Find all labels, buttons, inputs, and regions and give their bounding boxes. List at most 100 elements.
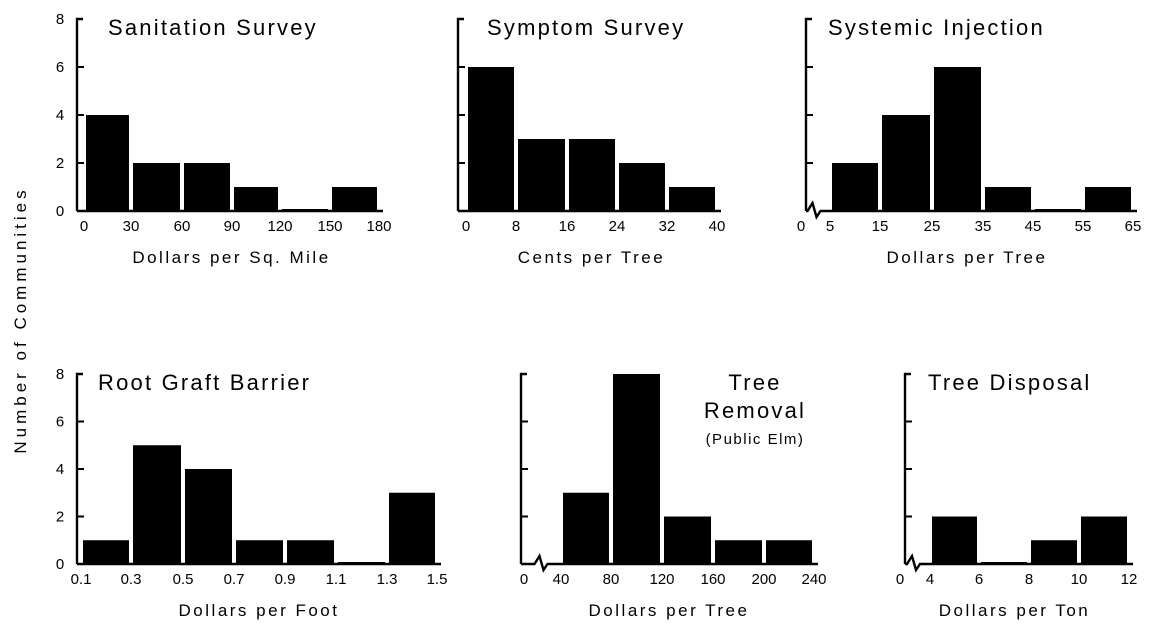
x-tick-label: 120 (649, 571, 674, 588)
x-tick-label: 35 (975, 218, 992, 235)
bar-0-30: 0-30: 4 (86, 115, 129, 211)
bar-0.3-0.5: 0.3-0.5: 5 (133, 445, 181, 564)
bar-5-15: 5-15: 2 (832, 163, 878, 211)
x-tick-label: 24 (609, 218, 626, 235)
bar-10-12: 10-12: 2 (1081, 516, 1127, 564)
chart-panel-1: 0 2 4 6 8 0 30 60 90 120 150 180 0-30: 430-60: 260-9… (56, 11, 392, 267)
chart-title: Sanitation Survey (108, 15, 318, 40)
x-tick-label: 60 (174, 218, 191, 235)
x-axis-label: Dollars per Ton (939, 601, 1091, 620)
bar-80-120: 80-120: 8 (613, 374, 660, 564)
chart-title: Tree Disposal (928, 370, 1092, 395)
x-tick-label: 150 (317, 218, 342, 235)
bar-45-55: 45-55: 0 (1035, 209, 1081, 211)
x-tick-label: 0 (520, 571, 528, 588)
y-tick-label: 8 (56, 11, 64, 28)
x-axis-label: Dollars per Sq. Mile (132, 248, 330, 267)
bar-120-160: 120-160: 2 (664, 516, 711, 564)
x-tick-label: 0 (462, 218, 470, 235)
bar-8-10: 8-10: 1 (1031, 540, 1077, 564)
y-tick-label: 0 (56, 556, 64, 573)
bar-40-80: 40-80: 3 (563, 492, 609, 564)
x-tick-label: 30 (123, 218, 140, 235)
bar-120-150: 120-150: 0 (282, 209, 328, 211)
x-tick-label: 55 (1075, 218, 1092, 235)
x-tick-label: 240 (801, 571, 826, 588)
chart-panel-3: 0 5 15 25 35 45 55 65 5-15: 215-25: 425-35: 635-… (797, 15, 1142, 267)
x-tick-label: 10 (1071, 571, 1088, 588)
x-tick-label: 180 (366, 218, 391, 235)
x-tick-label: 0 (797, 218, 805, 235)
y-tick-label: 2 (56, 509, 64, 526)
x-tick-label: 1.5 (427, 571, 448, 588)
bar-200-240: 200-240: 1 (766, 540, 812, 564)
bar-0.5-0.7: 0.5-0.7: 4 (185, 469, 232, 564)
figure-y-axis-label: Number of Communities (11, 186, 30, 453)
bar-25-35: 25-35: 6 (934, 67, 981, 211)
y-tick-label: 6 (56, 59, 64, 76)
bar-160-200: 160-200: 1 (715, 540, 762, 564)
y-axis-line (75, 372, 83, 564)
x-axis-label: Dollars per Foot (179, 601, 340, 620)
x-tick-label: 32 (659, 218, 676, 235)
y-axis-line (75, 17, 83, 211)
x-tick-label: 5 (826, 218, 834, 235)
x-tick-label: 120 (267, 218, 292, 235)
y-tick-label: 8 (56, 366, 64, 383)
x-tick-label: 160 (700, 571, 725, 588)
x-tick-label: 16 (559, 218, 576, 235)
chart-title: Root Graft Barrier (98, 370, 311, 395)
x-tick-label: 12 (1121, 571, 1138, 588)
bar-6-8: 6-8: 0 (981, 562, 1027, 564)
bar-150-180: 150-180: 1 (332, 187, 377, 211)
x-tick-label: 0.5 (173, 571, 194, 588)
y-tick-label: 4 (56, 107, 64, 124)
x-axis-label: Cents per Tree (518, 248, 665, 267)
chart-subtitle: (Public Elm) (706, 431, 805, 448)
x-tick-label: 0.3 (121, 571, 142, 588)
x-tick-label: 0.1 (71, 571, 92, 588)
x-tick-label: 200 (751, 571, 776, 588)
y-axis-line (804, 17, 812, 211)
x-tick-label: 25 (924, 218, 941, 235)
bar-1.3-1.5: 1.3-1.5: 3 (389, 492, 435, 564)
x-axis-label: Dollars per Tree (887, 248, 1048, 267)
y-tick-label: 0 (56, 203, 64, 220)
x-tick-label: 80 (603, 571, 620, 588)
y-tick-label: 6 (56, 414, 64, 431)
bar-55-65: 55-65: 1 (1085, 187, 1131, 211)
x-tick-label: 65 (1125, 218, 1142, 235)
y-tick-label: 2 (56, 155, 64, 172)
x-tick-label: 45 (1025, 218, 1042, 235)
chart-panel-6: 0 4 6 8 10 12 4-6: 2 6-8: 0 8-10: 110-12: 2 Dolla… (896, 370, 1138, 620)
x-tick-label: 15 (872, 218, 889, 235)
bar-8-16: 8-16: 3 (518, 139, 565, 211)
y-tick-label: 4 (56, 461, 64, 478)
chart-title: Systemic Injection (828, 15, 1045, 40)
chart-title: Tree (728, 370, 781, 395)
x-tick-label: 8 (1025, 571, 1033, 588)
bar-0-8: 0-8: 6 (468, 67, 514, 211)
bar-15-25: 15-25: 4 (882, 115, 930, 211)
bar-60-90: 60-90: 2 (184, 163, 230, 211)
x-tick-label: 1.3 (377, 571, 398, 588)
x-tick-label: 90 (224, 218, 241, 235)
x-tick-label: 0.7 (224, 571, 245, 588)
x-tick-label: 0.9 (275, 571, 296, 588)
chart-panel-2: 0 8 16 24 32 40 0-8: 68-16: 316-24: 324-32: 23… (456, 15, 726, 267)
x-tick-label: 40 (709, 218, 726, 235)
x-tick-label: 0 (80, 218, 88, 235)
y-axis-line (519, 372, 527, 564)
x-tick-label: 4 (926, 571, 934, 588)
x-tick-label: 40 (553, 571, 570, 588)
x-tick-label: 1.1 (326, 571, 347, 588)
chart-title: Symptom Survey (487, 15, 685, 40)
bar-90-120: 90-120: 1 (234, 187, 278, 211)
x-tick-label: 6 (975, 571, 983, 588)
bar-0.1-0.3: 0.1-0.3: 1 (83, 540, 129, 564)
bar-16-24: 16-24: 3 (569, 139, 615, 211)
y-axis-line (456, 17, 464, 211)
